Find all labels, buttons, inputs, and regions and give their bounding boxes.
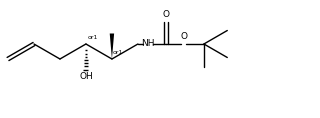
Polygon shape (110, 34, 114, 59)
Text: NH: NH (141, 40, 155, 48)
Text: O: O (180, 32, 188, 42)
Text: or1: or1 (87, 35, 98, 40)
Text: or1: or1 (113, 50, 124, 55)
Text: OH: OH (79, 72, 93, 81)
Text: O: O (163, 10, 169, 19)
